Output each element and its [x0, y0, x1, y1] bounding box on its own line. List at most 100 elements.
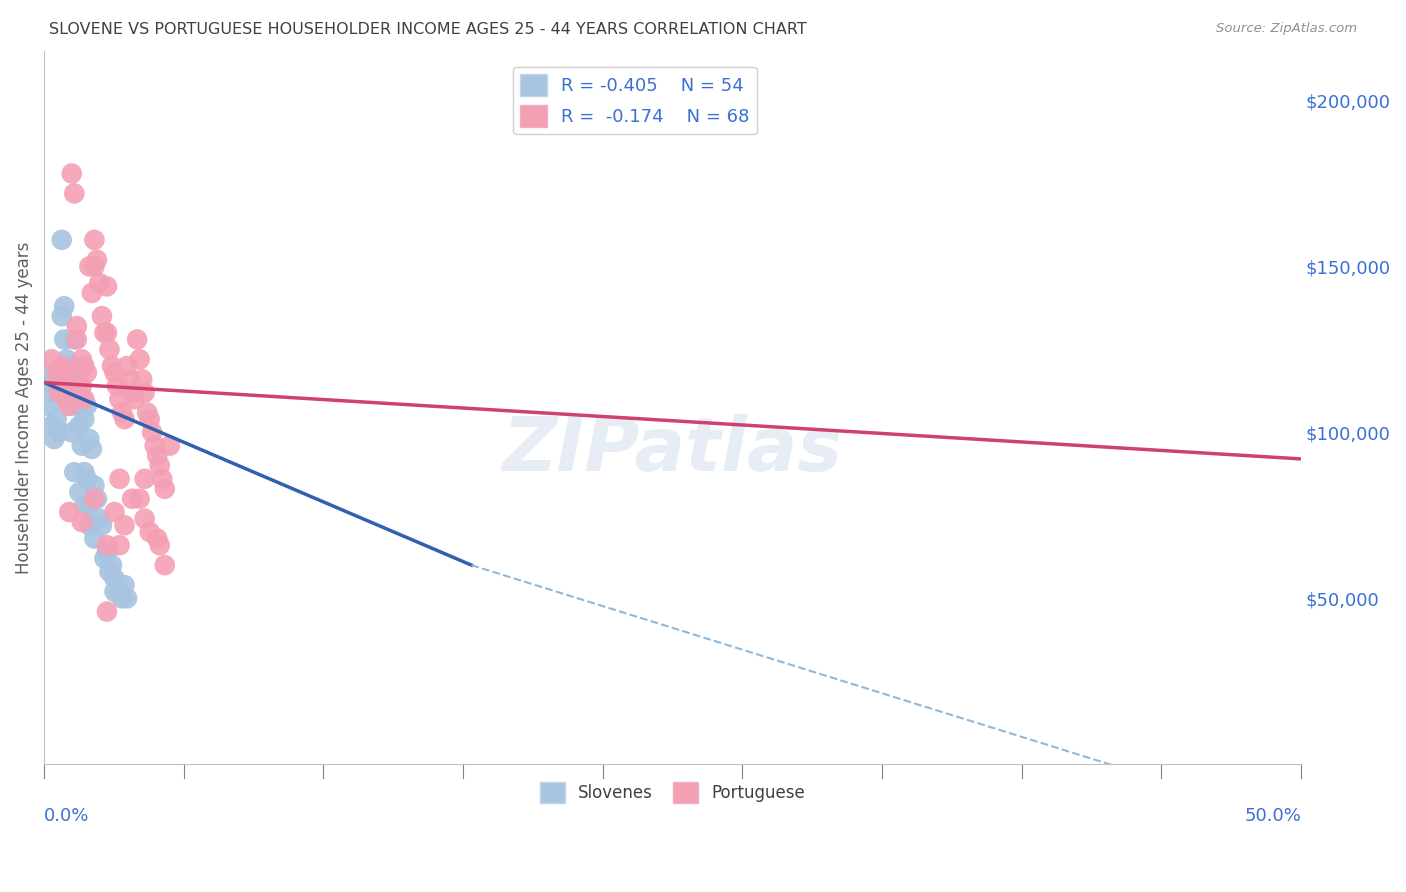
- Point: [63, 333, 86, 347]
- Point: [58, 399, 80, 413]
- Point: [138, 412, 160, 426]
- Point: [83, 260, 105, 274]
- Point: [96, 605, 118, 619]
- Point: [67, 485, 90, 500]
- Point: [96, 538, 118, 552]
- Point: [121, 491, 143, 506]
- Point: [73, 359, 96, 373]
- Y-axis label: Householder Income Ages 25 - 44 years: Householder Income Ages 25 - 44 years: [15, 242, 32, 574]
- Point: [128, 352, 150, 367]
- Point: [67, 376, 90, 390]
- Point: [96, 279, 118, 293]
- Point: [114, 578, 136, 592]
- Point: [103, 584, 125, 599]
- Point: [96, 326, 118, 340]
- Point: [58, 505, 80, 519]
- Point: [101, 359, 124, 373]
- Point: [53, 299, 76, 313]
- Point: [73, 499, 96, 513]
- Point: [90, 309, 112, 323]
- Point: [153, 482, 176, 496]
- Point: [114, 518, 136, 533]
- Point: [55, 392, 77, 407]
- Point: [53, 376, 76, 390]
- Point: [79, 518, 101, 533]
- Point: [73, 412, 96, 426]
- Text: 0.0%: 0.0%: [44, 807, 90, 825]
- Point: [111, 405, 134, 419]
- Point: [35, 366, 58, 380]
- Point: [93, 326, 115, 340]
- Point: [86, 491, 108, 506]
- Point: [45, 366, 67, 380]
- Point: [124, 392, 146, 407]
- Point: [103, 366, 125, 380]
- Text: 50.0%: 50.0%: [1244, 807, 1301, 825]
- Point: [134, 385, 156, 400]
- Point: [80, 442, 103, 456]
- Point: [136, 405, 159, 419]
- Point: [90, 518, 112, 533]
- Point: [76, 366, 98, 380]
- Point: [63, 186, 86, 201]
- Point: [83, 478, 105, 492]
- Point: [89, 511, 111, 525]
- Point: [58, 366, 80, 380]
- Point: [48, 385, 70, 400]
- Point: [51, 233, 73, 247]
- Point: [45, 412, 67, 426]
- Point: [159, 439, 181, 453]
- Point: [103, 505, 125, 519]
- Point: [58, 399, 80, 413]
- Point: [66, 319, 89, 334]
- Point: [58, 359, 80, 373]
- Point: [70, 352, 93, 367]
- Point: [70, 439, 93, 453]
- Point: [149, 538, 172, 552]
- Text: Source: ZipAtlas.com: Source: ZipAtlas.com: [1216, 22, 1357, 36]
- Point: [128, 491, 150, 506]
- Point: [138, 524, 160, 539]
- Point: [98, 343, 121, 357]
- Point: [131, 372, 153, 386]
- Point: [146, 532, 169, 546]
- Point: [60, 425, 83, 440]
- Point: [80, 285, 103, 300]
- Point: [108, 392, 131, 407]
- Point: [73, 465, 96, 479]
- Point: [66, 399, 89, 413]
- Text: ZIPatlas: ZIPatlas: [502, 414, 842, 487]
- Point: [60, 379, 83, 393]
- Point: [146, 449, 169, 463]
- Point: [134, 511, 156, 525]
- Point: [127, 333, 149, 347]
- Point: [143, 439, 166, 453]
- Point: [153, 558, 176, 573]
- Point: [121, 385, 143, 400]
- Point: [108, 472, 131, 486]
- Point: [103, 571, 125, 585]
- Point: [149, 458, 172, 473]
- Point: [105, 379, 128, 393]
- Point: [66, 366, 89, 380]
- Point: [41, 418, 63, 433]
- Point: [44, 432, 66, 446]
- Point: [51, 359, 73, 373]
- Point: [55, 392, 77, 407]
- Text: SLOVENE VS PORTUGUESE HOUSEHOLDER INCOME AGES 25 - 44 YEARS CORRELATION CHART: SLOVENE VS PORTUGUESE HOUSEHOLDER INCOME…: [49, 22, 807, 37]
- Point: [66, 333, 89, 347]
- Point: [70, 379, 93, 393]
- Point: [89, 276, 111, 290]
- Point: [70, 392, 93, 407]
- Point: [79, 432, 101, 446]
- Point: [76, 472, 98, 486]
- Point: [108, 538, 131, 552]
- Point: [53, 333, 76, 347]
- Point: [115, 591, 138, 606]
- Point: [41, 376, 63, 390]
- Point: [86, 252, 108, 267]
- Point: [111, 591, 134, 606]
- Point: [60, 166, 83, 180]
- Point: [83, 233, 105, 247]
- Point: [73, 392, 96, 407]
